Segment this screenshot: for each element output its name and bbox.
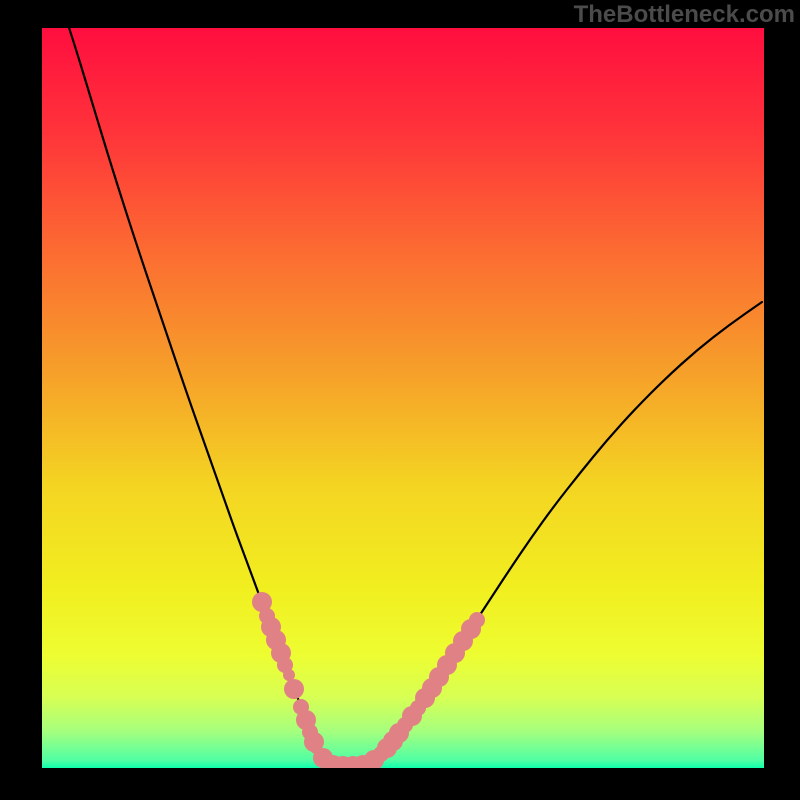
plot-background xyxy=(42,28,764,768)
watermark-text: TheBottleneck.com xyxy=(574,1,795,28)
chart-svg: TheBottleneck.com xyxy=(0,0,800,800)
dot-left-7 xyxy=(284,679,304,699)
chart-container: TheBottleneck.com xyxy=(0,0,800,800)
dot-right-15 xyxy=(469,612,485,628)
